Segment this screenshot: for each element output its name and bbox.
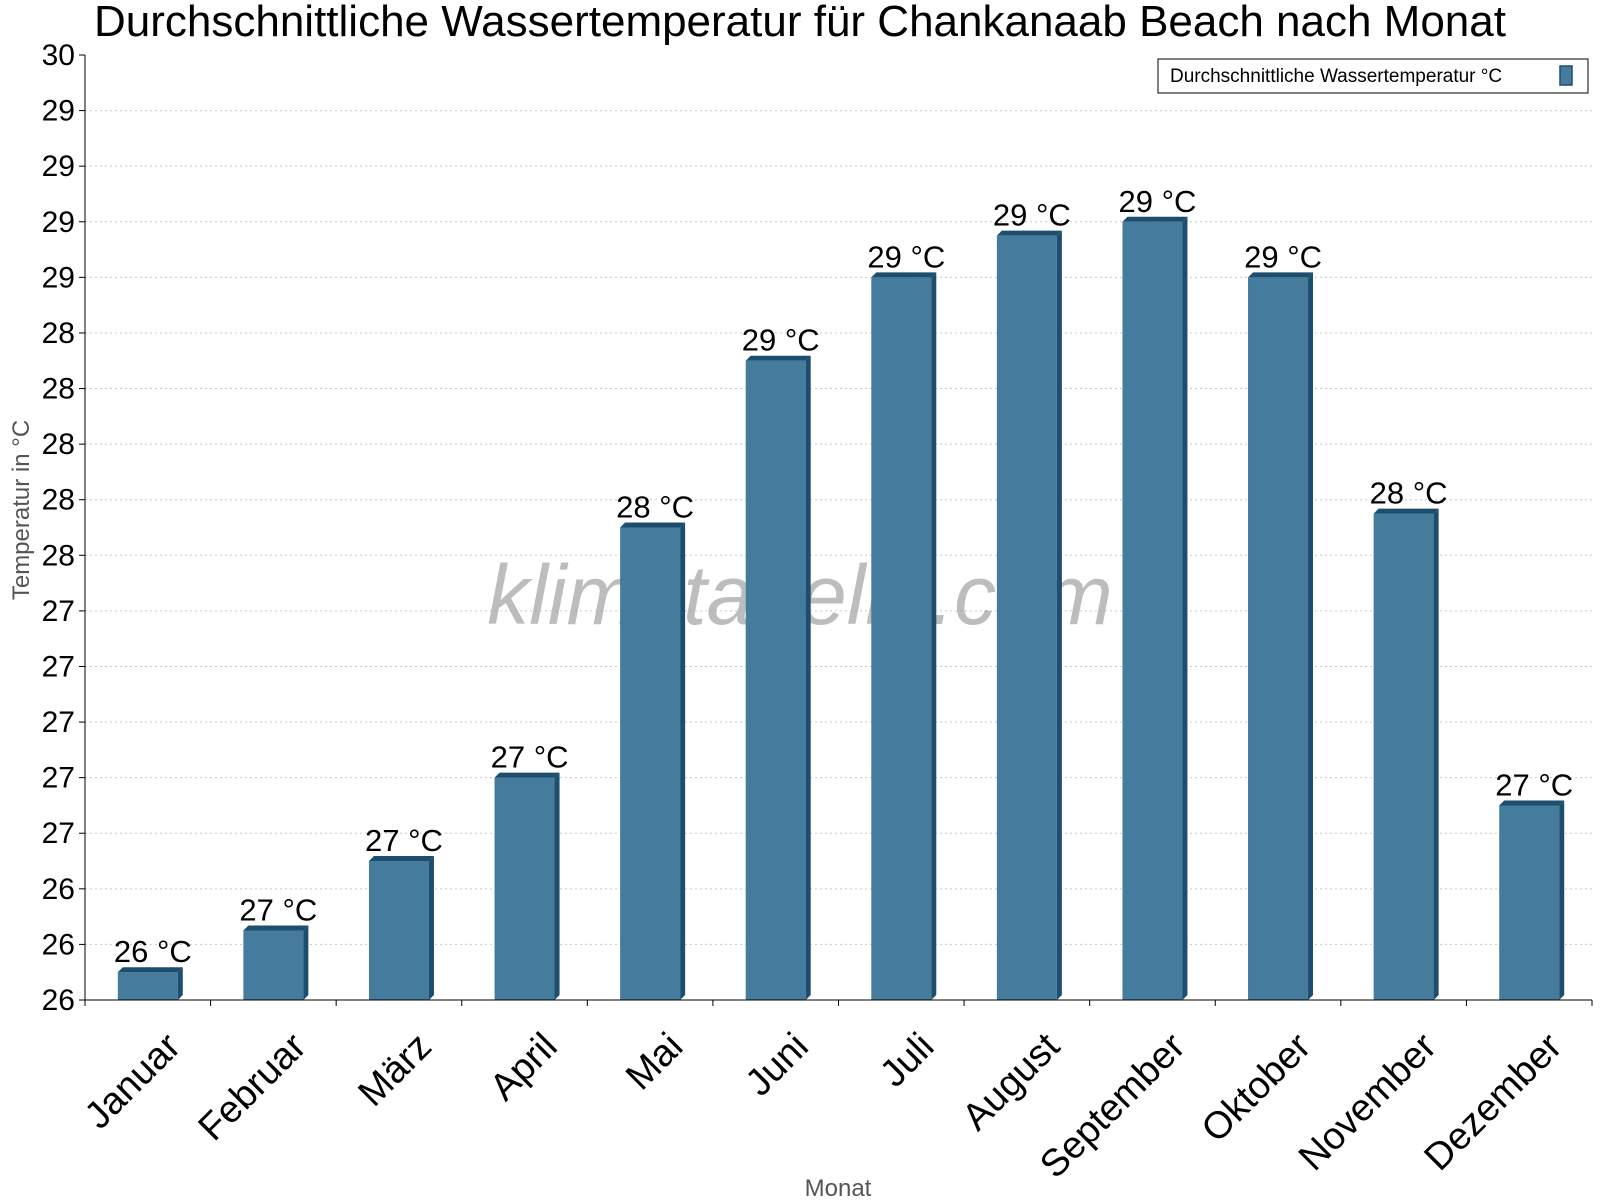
y-tick-label: 28 bbox=[42, 373, 75, 406]
bar bbox=[1499, 805, 1560, 1000]
bar-top-face bbox=[1499, 800, 1565, 806]
bar bbox=[1122, 221, 1183, 1000]
y-tick-label: 29 bbox=[42, 206, 75, 239]
x-tick-label: Mai bbox=[618, 1025, 691, 1098]
legend-label: Durchschnittliche Wassertemperatur °C bbox=[1170, 66, 1502, 87]
bar-top-face bbox=[745, 355, 811, 361]
axes bbox=[84, 55, 1592, 1001]
data-label: 29 °C bbox=[993, 198, 1071, 233]
y-tick-label: 27 bbox=[42, 595, 75, 628]
bar-top-face bbox=[996, 230, 1062, 236]
data-label: 27 °C bbox=[239, 893, 317, 928]
data-labels: 26 °C 27 °C 27 °C 27 °C 28 °C 29 °C 29 °C 29 °C… bbox=[114, 184, 1573, 969]
y-tick-label: 29 bbox=[42, 95, 75, 128]
y-tick-label: 27 bbox=[42, 650, 75, 683]
bar bbox=[1248, 277, 1309, 1001]
bar-side-face bbox=[1559, 800, 1565, 1000]
bar-top-face bbox=[1248, 272, 1314, 278]
legend: Durchschnittliche Wassertemperatur °C bbox=[1157, 58, 1589, 94]
bar-side-face bbox=[303, 925, 309, 1000]
x-tick-label: Januar bbox=[77, 1025, 189, 1137]
bar-top-face bbox=[117, 967, 183, 973]
bar-top-face bbox=[1373, 508, 1439, 514]
bar-side-face bbox=[428, 856, 434, 1000]
x-tick-label: Juni bbox=[738, 1025, 817, 1104]
bar bbox=[368, 861, 429, 1000]
data-label: 26 °C bbox=[114, 934, 192, 969]
chart-title: Durchschnittliche Wassertemperatur für C… bbox=[94, 0, 1506, 46]
x-tick-label: April bbox=[482, 1025, 565, 1108]
bar-side-face bbox=[554, 772, 560, 1000]
x-tick-label: Dezember bbox=[1417, 1025, 1571, 1179]
bar bbox=[1373, 513, 1434, 1000]
bar-side-face bbox=[1308, 272, 1314, 1001]
bar bbox=[117, 972, 178, 1000]
y-tick-label: 29 bbox=[42, 150, 75, 183]
y-tick-label: 28 bbox=[42, 317, 75, 350]
bars bbox=[117, 216, 1565, 1001]
y-tick-label: 28 bbox=[42, 428, 75, 461]
bar-side-face bbox=[1433, 508, 1439, 1000]
data-label: 27 °C bbox=[491, 740, 569, 775]
data-label: 29 °C bbox=[1119, 184, 1197, 219]
x-axis-title: Monat bbox=[805, 1175, 872, 1200]
legend-box bbox=[1157, 58, 1589, 94]
bar bbox=[996, 235, 1057, 1001]
y-tick-label: 26 bbox=[42, 873, 75, 906]
y-axis-ticks: 26 26 26 27 27 27 27 27 28 28 28 28 28 29 29 29 29 30 bbox=[42, 39, 85, 1017]
bar-top-face bbox=[871, 272, 937, 278]
data-label: 29 °C bbox=[742, 323, 820, 358]
y-tick-label: 28 bbox=[42, 539, 75, 572]
bar-top-face bbox=[368, 856, 434, 862]
bar-top-face bbox=[243, 925, 309, 931]
y-tick-label: 29 bbox=[42, 261, 75, 294]
x-tick-label: Februar bbox=[191, 1025, 315, 1149]
bar-side-face bbox=[1056, 230, 1062, 1001]
gridlines bbox=[85, 110, 1592, 945]
bar bbox=[871, 277, 932, 1001]
bar-side-face bbox=[931, 272, 937, 1001]
y-tick-label: 27 bbox=[42, 762, 75, 795]
x-axis-ticks: Januar Februar März April Mai Juni Juli AugustS… bbox=[77, 1000, 1593, 1186]
y-tick-label: 26 bbox=[42, 928, 75, 961]
data-label: 27 °C bbox=[1495, 767, 1573, 802]
bar-side-face bbox=[680, 522, 686, 1000]
x-tick-label: Oktober bbox=[1194, 1025, 1320, 1151]
bar bbox=[620, 527, 681, 1000]
bar-side-face bbox=[1182, 216, 1188, 1000]
data-label: 27 °C bbox=[365, 823, 443, 858]
bar bbox=[243, 930, 304, 1000]
legend-swatch bbox=[1559, 65, 1573, 86]
bar-top-face bbox=[1122, 216, 1188, 222]
bar bbox=[494, 777, 555, 1000]
y-axis-title: Temperatur in °C bbox=[8, 420, 35, 600]
x-tick-label: August bbox=[955, 1025, 1069, 1139]
y-tick-label: 26 bbox=[42, 984, 75, 1017]
data-label: 28 °C bbox=[616, 490, 694, 525]
y-tick-label: 27 bbox=[42, 706, 75, 739]
bar-top-face bbox=[620, 522, 686, 528]
y-tick-label: 28 bbox=[42, 484, 75, 517]
bar bbox=[745, 360, 806, 1000]
y-tick-label: 27 bbox=[42, 817, 75, 850]
data-label: 29 °C bbox=[1244, 239, 1322, 274]
data-label: 29 °C bbox=[867, 239, 945, 274]
bar-side-face bbox=[177, 967, 183, 1000]
y-tick-label: 30 bbox=[42, 39, 75, 72]
x-tick-label: Juli bbox=[872, 1025, 942, 1095]
x-tick-label: März bbox=[351, 1025, 440, 1114]
bar-top-face bbox=[494, 772, 560, 778]
bar-side-face bbox=[805, 355, 811, 1000]
data-label: 28 °C bbox=[1370, 476, 1448, 511]
